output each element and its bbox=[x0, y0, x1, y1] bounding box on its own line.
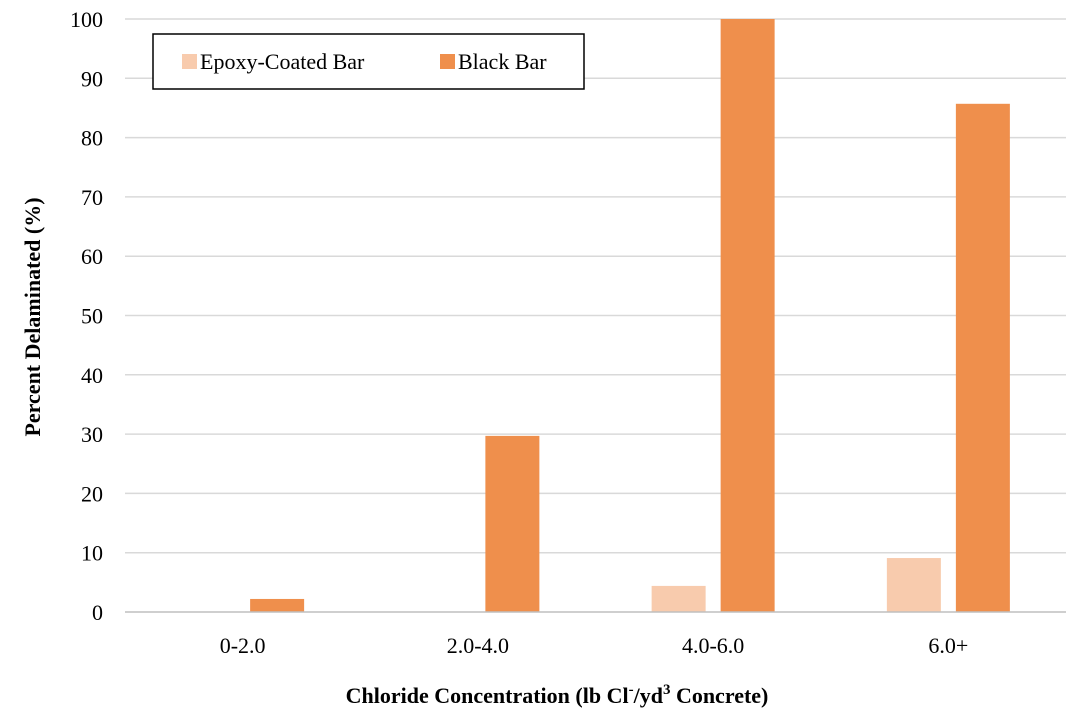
y-tick-label: 80 bbox=[81, 126, 103, 151]
bar-black-bar bbox=[485, 435, 540, 612]
y-tick-label: 60 bbox=[81, 244, 103, 269]
legend: Epoxy-Coated Bar Black Bar bbox=[152, 33, 585, 90]
legend-swatch-black-bar bbox=[440, 54, 455, 69]
legend-swatch-epoxy-coated-bar bbox=[182, 54, 197, 69]
x-tick-label: 6.0+ bbox=[928, 633, 968, 658]
y-tick-label: 50 bbox=[81, 304, 103, 329]
x-axis-title-prefix: Chloride Concentration (lb Cl bbox=[346, 683, 629, 708]
x-tick-labels: 0-2.0 2.0-4.0 4.0-6.0 6.0+ bbox=[220, 633, 969, 658]
y-tick-label: 0 bbox=[92, 600, 103, 625]
x-axis-title-sup1: - bbox=[629, 682, 634, 698]
x-axis-title-sup2: 3 bbox=[663, 682, 671, 698]
x-axis-title-middle: /yd bbox=[633, 683, 663, 708]
legend-box bbox=[152, 33, 585, 90]
bar-epoxy-coated-bar bbox=[651, 585, 706, 612]
gridlines bbox=[125, 18, 1066, 554]
x-axis-title-suffix: Concrete) bbox=[670, 683, 768, 708]
legend-label-epoxy-coated-bar: Epoxy-Coated Bar bbox=[200, 49, 365, 74]
y-tick-label: 70 bbox=[81, 185, 103, 210]
bar-epoxy-coated-bar bbox=[886, 558, 941, 612]
y-tick-label: 40 bbox=[81, 363, 103, 388]
x-axis-title: Chloride Concentration (lb Cl-/yd3 Concr… bbox=[346, 682, 769, 708]
bar-black-bar bbox=[720, 19, 775, 612]
x-tick-label: 4.0-6.0 bbox=[682, 633, 744, 658]
y-tick-label: 100 bbox=[70, 7, 103, 32]
y-tick-labels: 0 10 20 30 40 50 60 70 80 90 100 bbox=[70, 7, 103, 625]
y-tick-label: 10 bbox=[81, 541, 103, 566]
x-tick-label: 0-2.0 bbox=[220, 633, 266, 658]
y-tick-label: 90 bbox=[81, 66, 103, 91]
bar-black-bar bbox=[955, 103, 1010, 612]
y-axis-title: Percent Delaminated (%) bbox=[20, 197, 45, 436]
x-tick-label: 2.0-4.0 bbox=[447, 633, 509, 658]
y-tick-label: 30 bbox=[81, 422, 103, 447]
legend-label-black-bar: Black Bar bbox=[458, 49, 547, 74]
bars bbox=[250, 19, 1010, 612]
bar-black-bar bbox=[250, 598, 305, 612]
y-tick-label: 20 bbox=[81, 481, 103, 506]
